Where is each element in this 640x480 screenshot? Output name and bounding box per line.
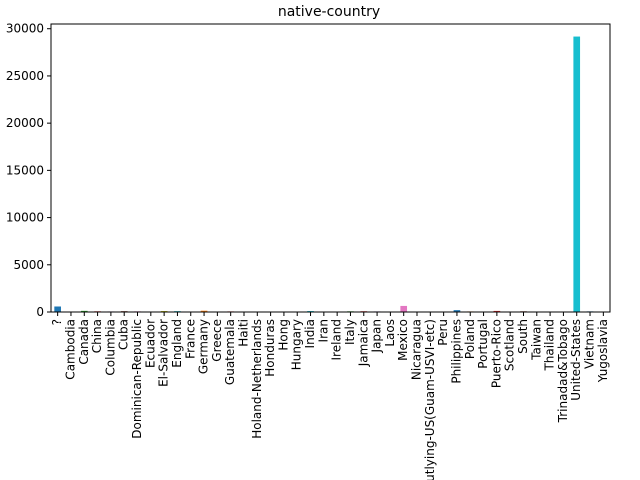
- x-tick-label: Scotland: [503, 319, 517, 371]
- x-tick-label: Hungary: [290, 319, 304, 370]
- x-tick-label: Guatemala: [223, 319, 237, 385]
- x-tick-label: Canada: [77, 319, 91, 365]
- x-tick-label: Laos: [383, 319, 397, 347]
- y-tick-label: 20000: [6, 116, 44, 130]
- x-tick-label: India: [303, 319, 317, 348]
- x-tick-label: Yugoslavia: [596, 319, 610, 383]
- y-tick-label: 5000: [13, 258, 44, 272]
- x-tick-label: Poland: [463, 319, 477, 359]
- x-tick-label: Trinadad&Tobago: [556, 319, 570, 423]
- y-tick-label: 30000: [6, 22, 44, 36]
- x-tick-label: Cuba: [117, 319, 131, 350]
- y-tick-label: 10000: [6, 211, 44, 225]
- x-tick-label: Ecuador: [143, 319, 157, 368]
- bar: [453, 310, 461, 312]
- x-tick-label: Jamaica: [356, 319, 370, 367]
- x-tick-label: ?: [50, 319, 64, 325]
- x-tick-label: Dominican-Republic: [130, 319, 144, 439]
- bar: [573, 36, 581, 313]
- x-tick-label: Mexico: [396, 319, 410, 361]
- x-tick-label: Italy: [343, 319, 357, 345]
- y-axis: 0 5000 10000 15000 20000 25000 30000: [6, 22, 51, 319]
- x-tick-label: Portugal: [476, 319, 490, 369]
- plot-frame: [50, 23, 611, 313]
- x-tick-label: France: [183, 319, 197, 359]
- x-tick-label: Holand-Netherlands: [250, 319, 264, 439]
- x-tick-label: Taiwan: [529, 319, 543, 361]
- bar: [160, 310, 168, 312]
- bar: [400, 305, 408, 312]
- x-tick-label: Columbia: [103, 319, 117, 376]
- x-tick-label: Hong: [276, 319, 290, 351]
- x-tick-label: El-Salvador: [157, 319, 171, 387]
- x-tick-label: China: [90, 319, 104, 353]
- x-tick-label: Japan: [370, 319, 384, 353]
- x-tick-label: South: [516, 319, 530, 354]
- bar: [200, 310, 208, 312]
- x-tick-label: Outlying-US(Guam-USVI-etc): [423, 319, 437, 480]
- x-tick-label: Iran: [316, 319, 330, 342]
- x-tick-label: Puerto-Rico: [489, 319, 503, 388]
- x-tick-label: Germany: [197, 319, 211, 374]
- x-tick-label: Haiti: [236, 319, 250, 347]
- x-tick-label: Ireland: [330, 319, 344, 361]
- bars: [54, 36, 607, 313]
- x-tick-label: Honduras: [263, 319, 277, 377]
- y-tick-label: 15000: [6, 163, 44, 177]
- y-tick-label: 0: [36, 305, 44, 319]
- chart-title: native-country: [278, 4, 380, 20]
- bar: [80, 310, 88, 312]
- x-tick-label: Cambodia: [63, 319, 77, 380]
- x-tick-label: England: [170, 319, 184, 368]
- x-tick-label: Philippines: [449, 319, 463, 384]
- x-tick-label: United-States: [569, 319, 583, 401]
- x-tick-label: Vietnam: [583, 319, 597, 369]
- bar: [493, 310, 501, 312]
- bar: [54, 306, 61, 312]
- x-tick-label: Peru: [436, 319, 450, 346]
- x-tick-label: Greece: [210, 319, 224, 362]
- x-axis: ? Cambodia Canada China Columbia Cuba Dominica…: [50, 312, 610, 480]
- y-tick-label: 25000: [6, 69, 44, 83]
- x-tick-label: Nicaragua: [410, 319, 424, 380]
- x-tick-label: Thailand: [543, 319, 557, 372]
